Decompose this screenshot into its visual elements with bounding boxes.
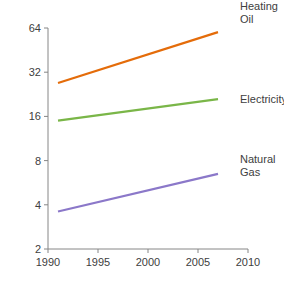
x-tick: [48, 249, 49, 253]
series-label: HeatingOil: [240, 0, 278, 25]
series-label: Electricity: [240, 93, 284, 105]
x-tick-label: 2005: [186, 256, 210, 268]
y-tick-label: 4: [35, 199, 41, 211]
x-tick-label: 2000: [136, 256, 160, 268]
series-label-line: Electricity: [240, 93, 284, 105]
series-label-line: Natural: [240, 153, 275, 165]
y-tick-label: 64: [29, 22, 41, 34]
y-tick: [44, 204, 48, 205]
y-tick: [44, 116, 48, 117]
x-tick: [98, 249, 99, 253]
x-tick: [198, 249, 199, 253]
y-tick-label: 8: [35, 155, 41, 167]
series-line: [58, 32, 218, 83]
x-tick-label: 1990: [36, 256, 60, 268]
y-tick: [44, 160, 48, 161]
series-label-line: Gas: [240, 166, 261, 178]
chart-container: 2 4 8 16 32 64 1990 1995 2000 2005 2010 HeatingOil E…: [0, 0, 284, 291]
series-label-line: Oil: [240, 13, 253, 25]
y-tick-label: 32: [29, 66, 41, 78]
y-tick: [44, 249, 48, 250]
series-label-line: Heating: [240, 0, 278, 12]
x-tick: [248, 249, 249, 253]
series-label: NaturalGas: [240, 153, 275, 178]
series-group: [58, 32, 218, 211]
series-line: [58, 99, 218, 120]
x-tick-label: 1995: [86, 256, 110, 268]
y-axis-line: [48, 28, 49, 249]
y-tick: [44, 72, 48, 73]
y-tick-label: 2: [35, 243, 41, 255]
x-tick-label: 2010: [236, 256, 260, 268]
chart-svg: 2 4 8 16 32 64 1990 1995 2000 2005 2010 HeatingOil E…: [0, 0, 284, 291]
x-tick: [148, 249, 149, 253]
y-tick-label: 16: [29, 110, 41, 122]
y-tick: [44, 28, 48, 29]
series-line: [58, 174, 218, 212]
